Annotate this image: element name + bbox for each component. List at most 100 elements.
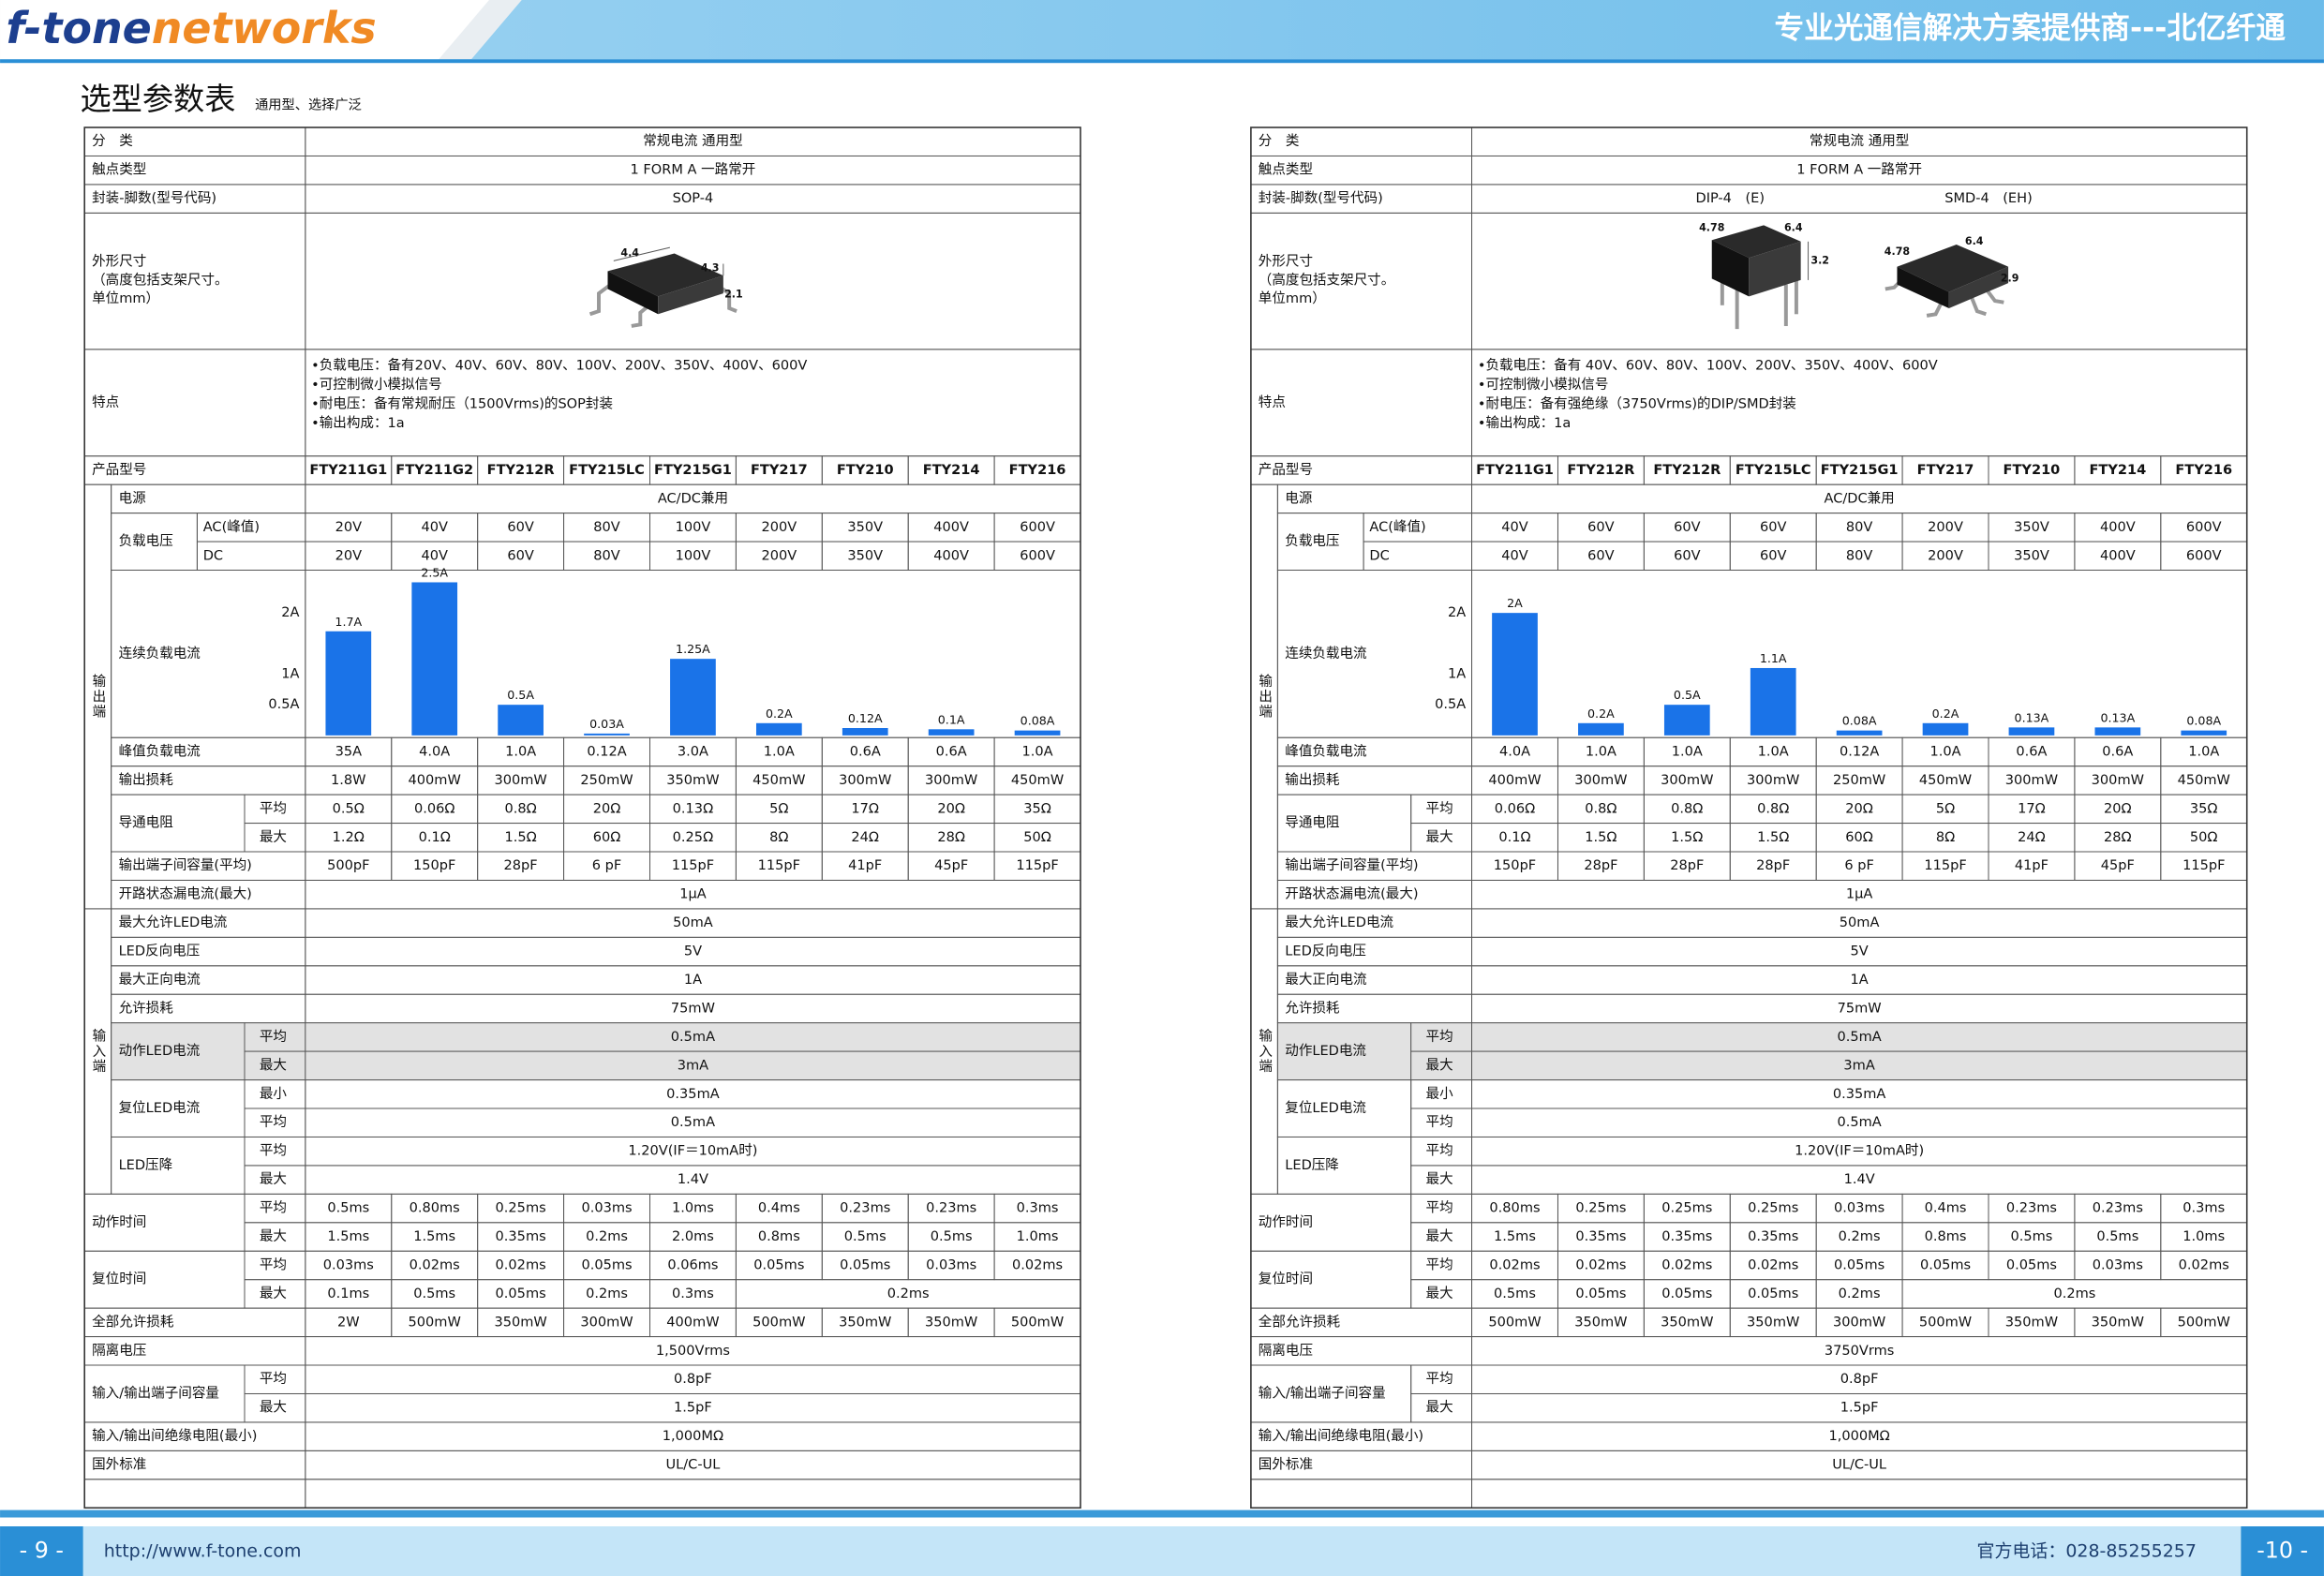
model-name: FTY211G1 <box>309 462 387 478</box>
cell-value: 0.35ms <box>1748 1228 1798 1244</box>
y-tick-label: 0.5A <box>268 696 299 712</box>
row-label: 导通电阻 <box>1285 815 1339 831</box>
sub-label: 平均 <box>260 1114 287 1130</box>
cell-value: 0.23ms <box>2093 1200 2143 1216</box>
cell-value: 1.0A <box>1758 743 1789 759</box>
cell-value: 350mW <box>1661 1314 1713 1330</box>
table-cell <box>83 1479 306 1509</box>
footer-phone: 官方电话：028-85255257 <box>1976 1540 2196 1561</box>
model-name: FTY211G2 <box>395 462 473 478</box>
dimension-label: 4.78 <box>1699 222 1725 234</box>
cell-value: 80V <box>1846 547 1873 563</box>
cell-value: 20Ω <box>1845 800 1873 816</box>
cell-value: 60V <box>507 519 534 535</box>
cell-value: 0.03ms <box>581 1200 632 1216</box>
row-label: LED反向电压 <box>1285 944 1366 959</box>
cell-value: 60V <box>1587 519 1615 535</box>
cell-value: 300mW <box>1747 772 1799 788</box>
cell-value: 1.0A <box>764 743 795 759</box>
table-cell <box>1410 1022 1473 1052</box>
cell-value: 80V <box>593 519 620 535</box>
feature-line: •耐电压：备有常规耐压（1500Vrms)的SOP封装 <box>311 395 613 411</box>
cell-value: 400V <box>2100 547 2136 563</box>
row-label: 国外标准 <box>92 1457 146 1473</box>
cell-value: 0.8ms <box>1925 1228 1967 1244</box>
cell-value: 300mW <box>1574 772 1627 788</box>
cell-value: 1.2Ω <box>333 829 365 845</box>
row-label: 最大允许LED电流 <box>119 914 228 930</box>
bar <box>1836 730 1883 736</box>
cell-value: 3mA <box>678 1057 708 1073</box>
cell-value: 0.5ms <box>327 1200 369 1216</box>
sub-label: 最大 <box>260 1057 287 1073</box>
cell-value: 0.5ms <box>931 1228 973 1244</box>
cell-value: 350mW <box>494 1314 546 1330</box>
cell-value: 0.5mA <box>671 1029 715 1045</box>
page-subtitle: 通用型、选择广泛 <box>255 97 362 112</box>
cell-value: 4.0A <box>1499 743 1530 759</box>
row-label: 特点 <box>1259 394 1286 410</box>
row-label: （高度包括支架尺寸。 <box>92 272 228 288</box>
page-title: 选型参数表 <box>80 81 235 117</box>
cell-value: 0.02ms <box>496 1256 546 1272</box>
cell-value: 300mW <box>839 772 891 788</box>
cell-value: 0.25Ω <box>673 829 714 845</box>
feature-line: •输出构成：1a <box>311 415 404 431</box>
row-label: 单位mm） <box>1259 290 1326 306</box>
cell-value: 0.03ms <box>1834 1200 1885 1216</box>
cell-value: 350mW <box>2092 1314 2144 1330</box>
data-label: 0.03A <box>589 717 624 731</box>
row-label: 最大允许LED电流 <box>1285 914 1393 930</box>
cell-value: 1.5ms <box>1494 1228 1536 1244</box>
model-name: FTY216 <box>1009 462 1066 478</box>
row-label: 输出端子间容量(平均) <box>119 857 252 873</box>
cell-value: 0.6A <box>850 743 881 759</box>
cell-value: 20Ω <box>593 800 621 816</box>
row-label: 动作时间 <box>92 1214 146 1230</box>
cell-value: 350mW <box>839 1314 891 1330</box>
cell-value: 0.1ms <box>327 1286 369 1301</box>
cell-value: 1.20V(IF＝10mA时) <box>628 1143 757 1159</box>
y-tick-label: 2A <box>281 604 299 620</box>
cell-value: 40V <box>421 519 448 535</box>
cell-value: 1.5Ω <box>1585 829 1616 845</box>
cell-value: 5Ω <box>1936 800 1955 816</box>
cell-value: 0.25ms <box>1661 1200 1712 1216</box>
cell-value: 350mW <box>666 772 719 788</box>
cell-value: 450mW <box>1919 772 1972 788</box>
cell-value: 41pF <box>2015 857 2048 873</box>
cell-value: 500mW <box>1011 1314 1064 1330</box>
cell-value: 1,500Vrms <box>656 1343 730 1359</box>
data-label: 0.13A <box>2015 710 2049 724</box>
cell-value: 115pF <box>1016 857 1058 873</box>
bar <box>325 631 372 736</box>
table-cell <box>244 1050 306 1081</box>
cell-value: 20Ω <box>937 800 965 816</box>
y-tick-label: 1A <box>281 666 299 682</box>
cell-value: 28pF <box>1670 857 1704 873</box>
sub-label: 平均 <box>260 1371 287 1387</box>
cell-value: 0.2ms <box>586 1286 628 1301</box>
cell-value: 350mW <box>1747 1314 1799 1330</box>
row-label: 输出损耗 <box>119 772 174 788</box>
row-label: 负载电压 <box>1285 533 1339 549</box>
row-label: 导通电阻 <box>119 815 173 831</box>
cell-value: 0.4ms <box>1925 1200 1967 1216</box>
cell-value: 28Ω <box>937 829 965 845</box>
cell-value: 24Ω <box>2018 829 2046 845</box>
cell-value: 350V <box>2014 547 2049 563</box>
model-name: FTY212R <box>487 462 555 478</box>
row-label: LED压降 <box>119 1157 173 1173</box>
cell-value: 200V <box>1928 519 1963 535</box>
dimension-label: 2.9 <box>2001 272 2019 284</box>
row-label: 动作时间 <box>1259 1214 1313 1230</box>
cell-value: 41pF <box>848 857 882 873</box>
table-cell <box>305 1050 1081 1081</box>
model-name: FTY215G1 <box>654 462 732 478</box>
cell-value: 1.0A <box>1586 743 1616 759</box>
cell-value: 50mA <box>1840 914 1880 930</box>
table-border <box>83 126 1081 1509</box>
row-label: 分 类 <box>1259 133 1300 149</box>
table-cell <box>1471 212 2248 350</box>
